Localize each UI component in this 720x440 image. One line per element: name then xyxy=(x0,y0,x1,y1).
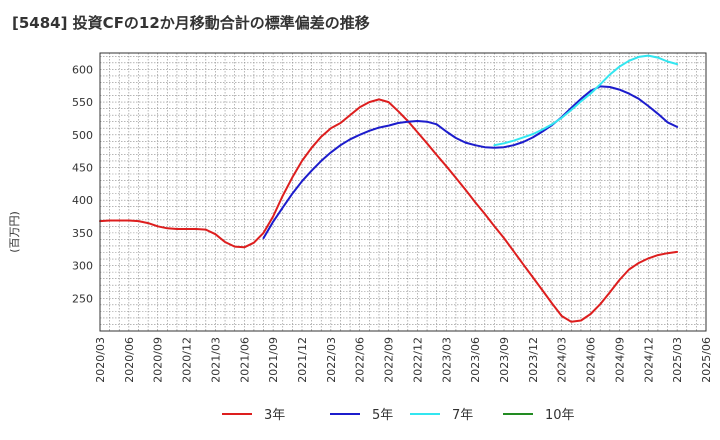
series-line-1 xyxy=(99,98,679,323)
x-tick-label: 2022/12 xyxy=(411,337,424,383)
y-tick-label: 250 xyxy=(72,292,93,305)
x-tick-label: 2021/09 xyxy=(267,337,280,383)
x-tick-label: 2025/06 xyxy=(700,337,713,383)
x-tick-label: 2024/12 xyxy=(642,337,655,383)
chart-title: [5484] 投資CFの12か月移動合計の標準偏差の推移 xyxy=(12,14,370,32)
plot-frame xyxy=(99,52,707,332)
x-tick-label: 2022/06 xyxy=(354,337,367,383)
x-tick-label: 2020/06 xyxy=(123,337,136,383)
y-tick-label: 600 xyxy=(72,63,93,76)
grid-lines xyxy=(100,53,706,331)
x-tick-label: 2022/09 xyxy=(383,337,396,383)
x-tick-label: 2020/12 xyxy=(181,337,194,383)
x-tick-label: 2023/03 xyxy=(440,337,453,383)
y-tick-label: 400 xyxy=(72,194,93,207)
series-line-3 xyxy=(493,54,679,147)
x-tick-label: 2023/06 xyxy=(469,337,482,383)
x-tick-label: 2023/12 xyxy=(527,337,540,383)
legend-label-3: 7年 xyxy=(452,408,473,423)
x-tick-label: 2020/09 xyxy=(152,337,165,383)
x-tick-label: 2023/09 xyxy=(498,337,511,383)
x-tick-label: 2024/03 xyxy=(556,337,569,383)
series-lines xyxy=(99,54,679,323)
legend-label-4: 10年 xyxy=(545,408,575,423)
x-tick-labels: 2020/03 2020/06 2020/09 2020/12 2021/03 2021/… xyxy=(94,337,713,383)
x-tick-label: 2024/06 xyxy=(585,337,598,383)
y-tick-label: 450 xyxy=(72,161,93,174)
y-tick-labels: 250 300 350 400 450 500 550 600 xyxy=(72,63,93,305)
x-tick-label: 2022/03 xyxy=(325,337,338,383)
x-tick-label: 2021/06 xyxy=(238,337,251,383)
legend-label-1: 3年 xyxy=(264,408,285,423)
y-tick-label: 550 xyxy=(72,96,93,109)
x-tick-label: 2025/03 xyxy=(671,337,684,383)
y-tick-label: 350 xyxy=(72,227,93,240)
x-tick-label: 2020/03 xyxy=(94,337,107,383)
y-tick-label: 300 xyxy=(72,260,93,273)
x-tick-label: 2024/09 xyxy=(613,337,626,383)
legend-label-2: 5年 xyxy=(372,408,393,423)
legend: 3年 5年 7年 10年 xyxy=(222,408,575,423)
series-line-2 xyxy=(262,85,679,240)
x-tick-label: 2021/12 xyxy=(296,337,309,383)
y-tick-label: 500 xyxy=(72,129,93,142)
x-tick-label: 2021/03 xyxy=(209,337,222,383)
